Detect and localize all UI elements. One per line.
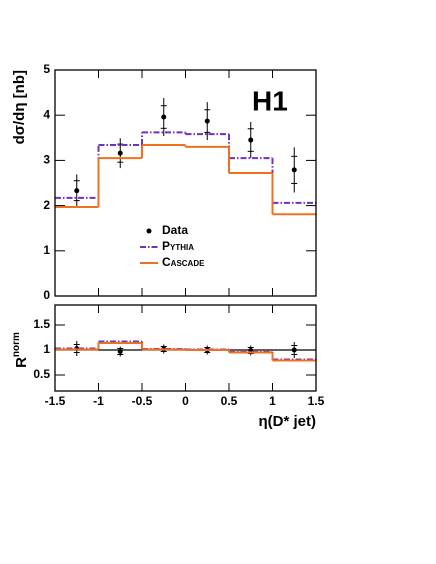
legend-label: Cascade <box>162 255 205 269</box>
y-tick-label: 0 <box>43 288 50 302</box>
x-axis-label: η(D* jet) <box>259 413 317 430</box>
y-tick-label: 2 <box>43 198 50 212</box>
data-point <box>117 349 123 354</box>
data-point <box>204 118 210 124</box>
legend-label: Pythia <box>162 239 194 253</box>
frame <box>54 304 317 392</box>
x-tick-label: 0.5 <box>221 394 238 408</box>
x-tick-label: -0.5 <box>132 394 153 408</box>
y-tick-label: 4 <box>43 107 50 121</box>
y-tick-label: 1.5 <box>33 317 50 331</box>
data-point <box>291 167 297 173</box>
x-tick-label: 1 <box>269 394 276 408</box>
y-tick-label: 3 <box>43 153 50 167</box>
legend-marker <box>146 228 152 234</box>
y-axis-label: dσ/dη [nb] <box>11 70 28 144</box>
y-tick-label: 0.5 <box>33 367 50 381</box>
data-point <box>74 188 80 194</box>
legend-label: Data <box>162 223 188 237</box>
data-point <box>117 150 123 156</box>
experiment-label: H1 <box>252 85 288 116</box>
y-tick-label: 5 <box>43 62 50 76</box>
data-point <box>161 114 167 120</box>
x-tick-label: 0 <box>182 394 189 408</box>
data-point <box>248 137 254 143</box>
y-axis-label-sup: norm <box>11 332 22 357</box>
frame <box>54 69 317 297</box>
y-axis-label: Rnorm <box>11 332 30 368</box>
y-axis-label-main: R <box>13 357 30 368</box>
y-tick-label: 1 <box>43 342 50 356</box>
x-tick-label: -1.5 <box>45 394 66 408</box>
data-point <box>291 347 297 353</box>
y-tick-label: 1 <box>43 243 50 257</box>
x-tick-label: -1 <box>93 394 104 408</box>
x-tick-label: 1.5 <box>308 394 325 408</box>
